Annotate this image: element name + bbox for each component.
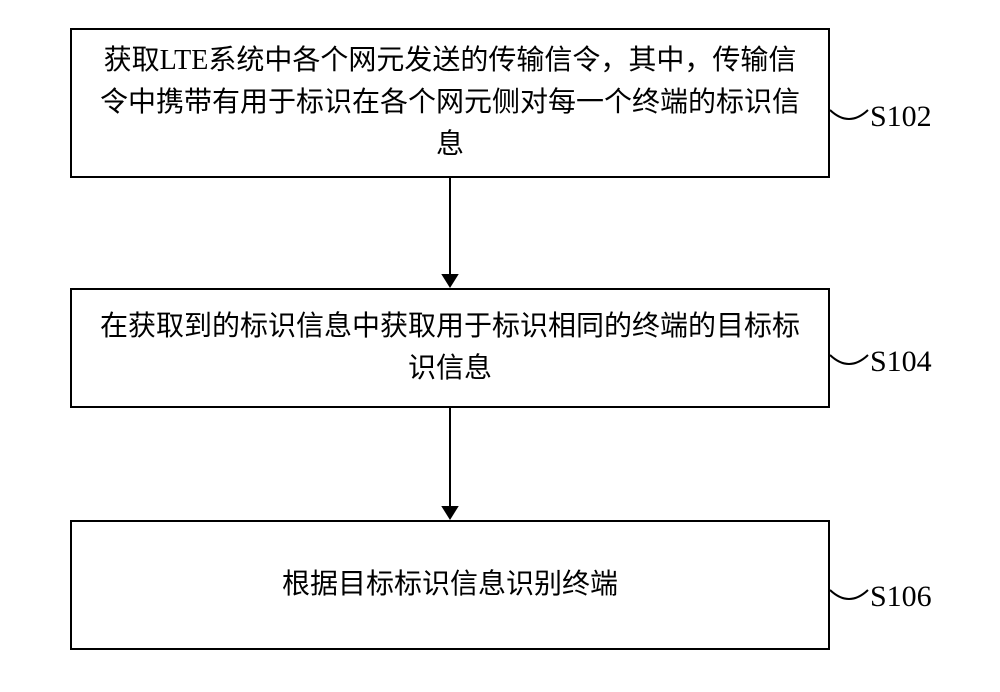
arrow-1	[0, 0, 1000, 692]
flowchart-canvas: 获取LTE系统中各个网元发送的传输信令，其中，传输信令中携带有用于标识在各个网元…	[0, 0, 1000, 692]
